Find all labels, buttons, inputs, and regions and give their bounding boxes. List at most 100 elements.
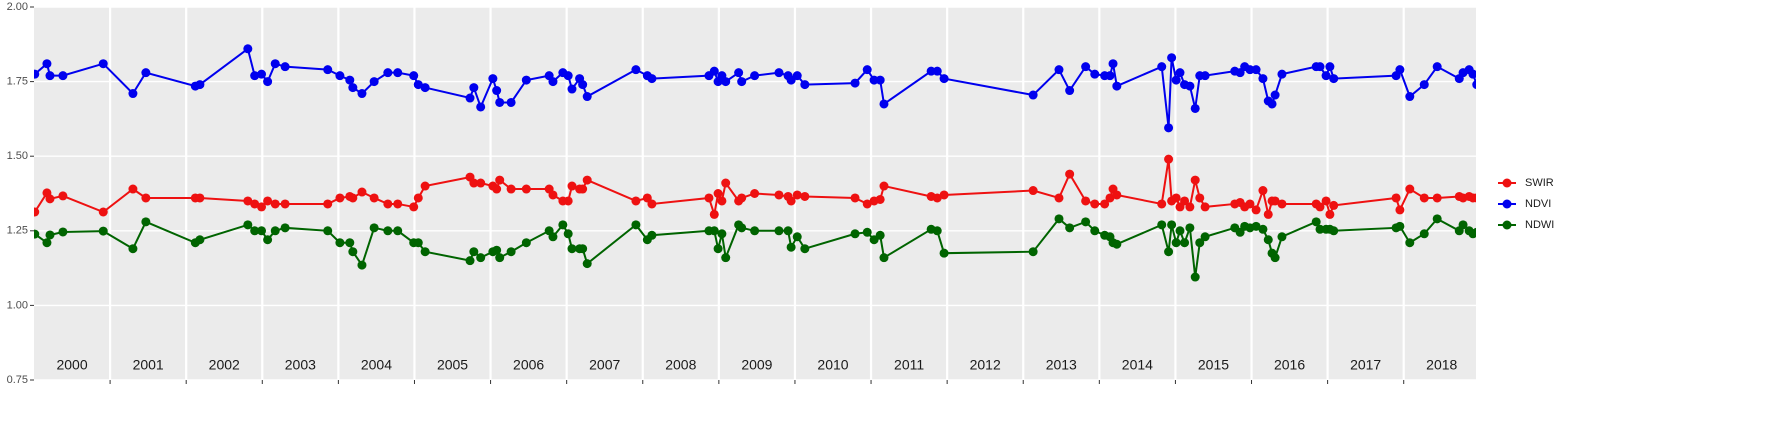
point xyxy=(1081,62,1091,72)
year-label: 2001 xyxy=(133,357,164,373)
point xyxy=(1195,193,1205,203)
point xyxy=(45,71,55,81)
year-label: 2009 xyxy=(741,357,772,373)
point xyxy=(862,199,872,209)
year-label: 2017 xyxy=(1350,357,1381,373)
point xyxy=(348,193,358,203)
point xyxy=(1258,186,1268,196)
point xyxy=(1190,175,1200,185)
point xyxy=(1195,238,1205,248)
point xyxy=(1157,199,1167,209)
point xyxy=(1105,71,1115,81)
point xyxy=(257,69,267,79)
point xyxy=(1270,253,1280,263)
point xyxy=(1028,90,1038,100)
point xyxy=(713,244,723,254)
point xyxy=(495,97,505,107)
point xyxy=(1190,272,1200,282)
point xyxy=(476,102,486,112)
point xyxy=(1081,217,1091,227)
point xyxy=(141,68,151,78)
legend-label: NDVI xyxy=(1525,198,1551,210)
point xyxy=(476,253,486,263)
point xyxy=(335,238,345,248)
point xyxy=(1180,238,1190,248)
point xyxy=(1270,196,1280,206)
point xyxy=(1432,193,1442,203)
point xyxy=(939,190,949,200)
point xyxy=(1175,226,1185,236)
legend-key xyxy=(1502,178,1512,188)
point xyxy=(783,226,793,236)
point xyxy=(195,193,205,203)
point xyxy=(357,187,367,197)
point xyxy=(558,220,568,230)
point xyxy=(323,65,333,75)
point xyxy=(717,229,727,239)
point xyxy=(709,66,719,76)
point xyxy=(1472,80,1476,90)
point xyxy=(1105,193,1115,203)
point xyxy=(413,238,423,248)
point xyxy=(369,193,379,203)
point xyxy=(631,220,641,230)
year-label: 2012 xyxy=(970,357,1001,373)
point xyxy=(879,253,889,263)
point xyxy=(1028,186,1038,196)
legend-key xyxy=(1502,220,1512,230)
point xyxy=(1090,226,1100,236)
point xyxy=(737,223,747,233)
point xyxy=(1171,238,1181,248)
point xyxy=(774,226,784,236)
point xyxy=(383,199,393,209)
point xyxy=(939,74,949,84)
point xyxy=(195,235,205,245)
point xyxy=(1175,68,1185,78)
point xyxy=(34,229,40,239)
point xyxy=(1405,92,1415,102)
y-tick-label: 2.00 xyxy=(7,1,28,13)
point xyxy=(1458,220,1468,230)
point xyxy=(263,196,273,206)
point xyxy=(348,83,358,93)
point xyxy=(879,99,889,109)
point xyxy=(98,59,108,69)
point xyxy=(1200,202,1210,212)
point xyxy=(875,194,885,204)
point xyxy=(1185,81,1195,91)
point xyxy=(1112,81,1122,91)
point xyxy=(1325,209,1335,219)
point xyxy=(932,193,942,203)
point xyxy=(792,232,802,242)
year-label: 2011 xyxy=(894,357,924,373)
point xyxy=(348,247,358,257)
legend-key xyxy=(1502,199,1512,209)
point xyxy=(800,244,810,254)
point xyxy=(257,226,267,236)
point xyxy=(713,189,723,198)
point xyxy=(1054,65,1064,75)
point xyxy=(1311,217,1321,227)
point xyxy=(420,181,430,191)
point xyxy=(1263,235,1273,245)
point xyxy=(709,209,719,219)
point xyxy=(34,69,40,79)
point xyxy=(582,259,592,269)
point xyxy=(1054,193,1064,203)
point xyxy=(800,191,810,201)
point xyxy=(563,229,573,239)
year-label: 2002 xyxy=(209,357,240,373)
point xyxy=(567,84,577,94)
point xyxy=(98,207,108,217)
point xyxy=(393,226,403,236)
point xyxy=(792,190,802,200)
point xyxy=(786,196,796,206)
point xyxy=(800,80,810,90)
point xyxy=(737,193,747,203)
year-label: 2005 xyxy=(437,357,468,373)
point xyxy=(1164,247,1174,257)
point xyxy=(1472,193,1476,203)
point xyxy=(495,175,505,185)
point xyxy=(141,193,151,203)
point xyxy=(420,83,430,93)
